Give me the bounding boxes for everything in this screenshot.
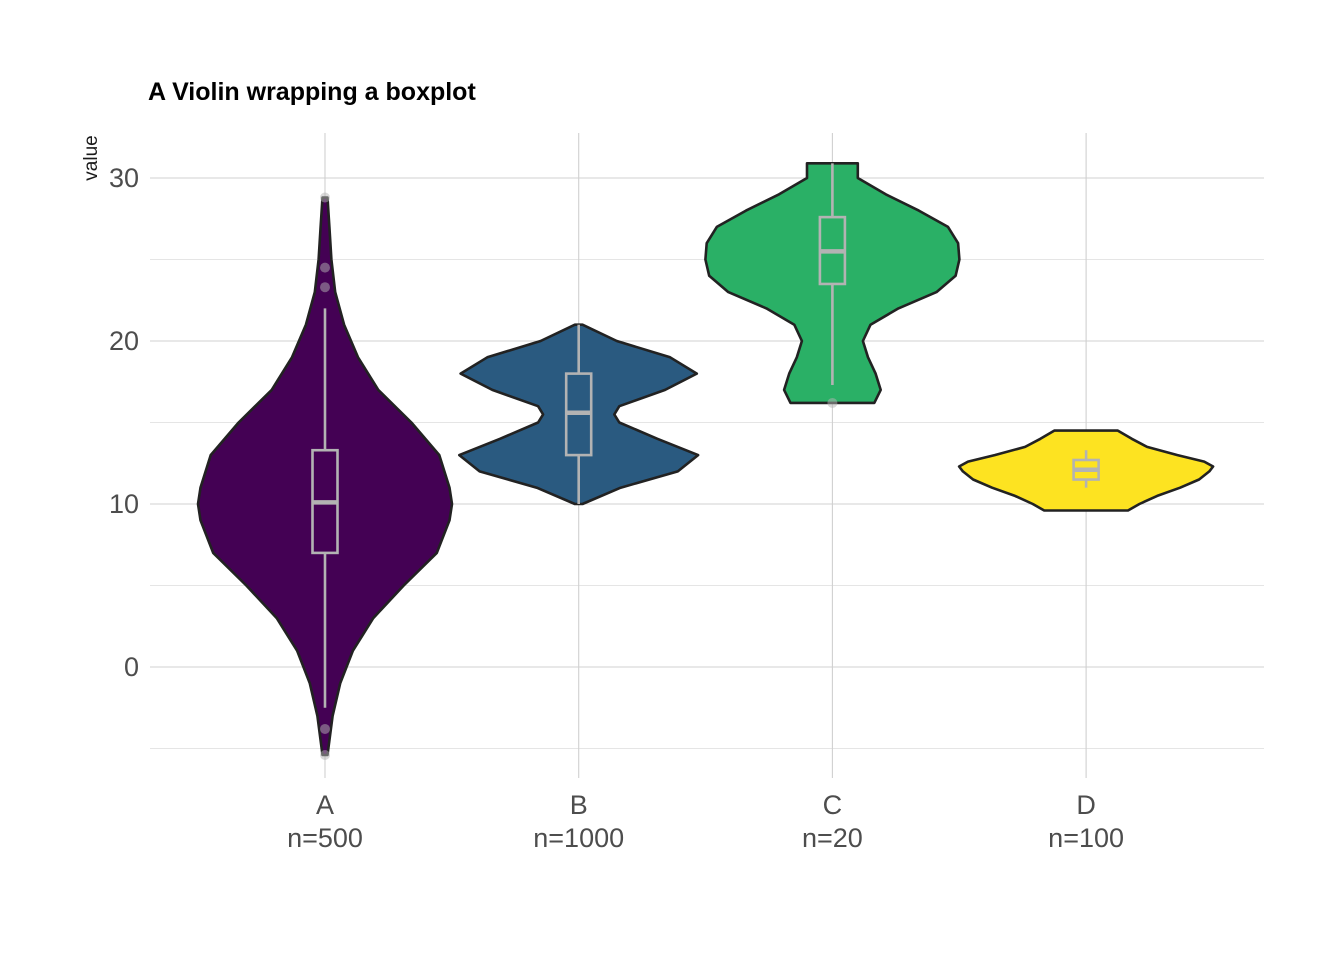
- x-tick-label: D: [1076, 790, 1096, 820]
- x-tick-label: C: [823, 790, 843, 820]
- violin-group: [957, 429, 1215, 512]
- y-tick-label: 20: [109, 326, 139, 356]
- outlier-point: [320, 723, 330, 734]
- x-tick-labels: An=500 Bn=1000 Cn=20 Dn=100: [287, 790, 1124, 853]
- chart-title: A Violin wrapping a boxplot: [148, 78, 476, 106]
- outlier-point: [320, 262, 330, 273]
- x-tick-count-label: n=500: [287, 823, 363, 853]
- y-axis-label: value: [81, 135, 102, 180]
- violin-group: [704, 162, 961, 408]
- x-tick-count-label: n=100: [1048, 823, 1124, 853]
- x-tick-count-label: n=1000: [533, 823, 624, 853]
- y-tick-label: 30: [109, 163, 139, 193]
- violin-group: [458, 323, 700, 506]
- outlier-point: [827, 397, 838, 408]
- y-tick-label: 10: [109, 489, 139, 519]
- y-tick-labels: 0 10 20 30: [109, 163, 139, 682]
- violins: [196, 162, 1215, 761]
- x-tick-label: B: [570, 790, 588, 820]
- outlier-point: [320, 750, 330, 761]
- outlier-point: [320, 282, 330, 293]
- y-tick-label: 0: [124, 652, 139, 682]
- x-tick-count-label: n=20: [802, 823, 863, 853]
- outlier-point: [320, 192, 330, 203]
- violin-group: [196, 192, 454, 761]
- x-tick-label: A: [316, 790, 334, 820]
